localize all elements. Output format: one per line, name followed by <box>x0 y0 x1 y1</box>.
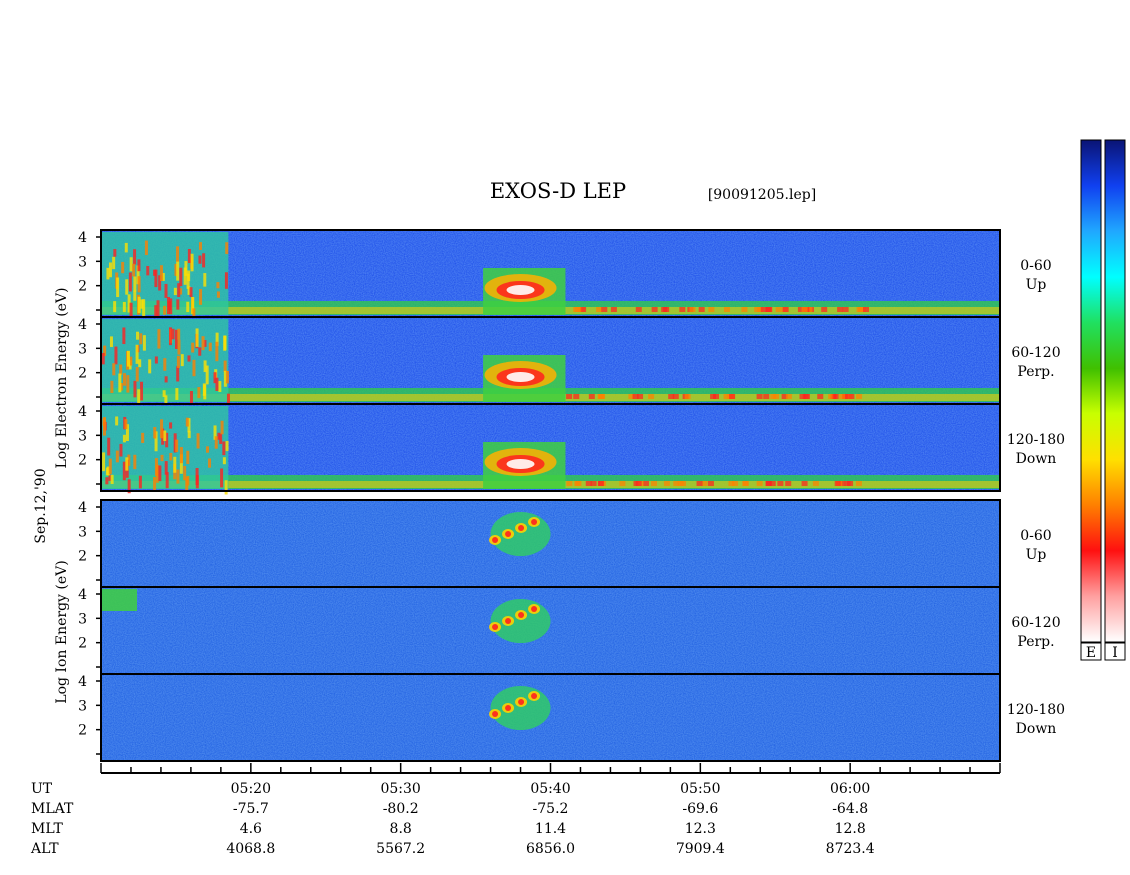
ytick-label: 4 <box>78 404 87 420</box>
orbit-value-mlat: -75.2 <box>533 801 569 817</box>
pitch-angle-label: 120-180 <box>1007 702 1065 718</box>
orbit-row-label: MLT <box>31 821 63 837</box>
ytick-label: 2 <box>78 453 87 469</box>
orbit-value-alt: 7909.4 <box>676 841 725 857</box>
orbit-value-ut: 05:30 <box>380 781 420 797</box>
orbit-row-label: ALT <box>30 841 59 857</box>
orbit-value-ut: 05:40 <box>530 781 570 797</box>
panel-3: 4 3 2 120-180 Down <box>78 403 1065 495</box>
orbit-value-ut: 06:00 <box>830 781 870 797</box>
ytick-label: 3 <box>78 524 87 540</box>
orbit-row-label: UT <box>31 781 53 797</box>
pitch-angle-label: 0-60 <box>1020 528 1051 544</box>
ytick-label: 3 <box>78 698 87 714</box>
ytick-label: 4 <box>78 317 87 333</box>
direction-label: Perp. <box>1017 364 1054 380</box>
ion-ylabel: Log Ion Energy (eV) <box>54 560 70 703</box>
pitch-angle-label: 0-60 <box>1020 258 1051 274</box>
panel-1: 4 3 2 0-60 Up <box>78 229 1052 326</box>
orbit-value-alt: 4068.8 <box>226 841 275 857</box>
date-label: Sep.12,'90 <box>33 468 49 543</box>
time-axis <box>100 763 1001 774</box>
panel-6: 4 3 2 120-180 Down <box>78 673 1065 762</box>
ytick-label: 3 <box>78 428 87 444</box>
ytick-label: 3 <box>78 254 87 270</box>
pitch-angle-label: 120-180 <box>1007 432 1065 448</box>
orbit-value-alt: 6856.0 <box>526 841 575 857</box>
file-label: [90091205.lep] <box>708 187 816 203</box>
panel-2: 4 3 2 60-120 Perp. <box>78 316 1061 414</box>
orbit-value-mlt: 4.6 <box>240 821 262 837</box>
orbit-value-ut: 05:50 <box>680 781 720 797</box>
ytick-label: 2 <box>78 723 87 739</box>
orbit-value-mlt: 12.8 <box>835 821 866 837</box>
ytick-label: 2 <box>78 549 87 565</box>
ytick-label: 2 <box>78 636 87 652</box>
direction-label: Down <box>1016 451 1057 467</box>
ytick-label: 4 <box>78 230 87 246</box>
ytick-label: 3 <box>78 611 87 627</box>
pitch-angle-label: 60-120 <box>1011 345 1060 361</box>
colorbar-label: E <box>1086 645 1096 661</box>
orbit-value-mlt: 12.3 <box>685 821 716 837</box>
panel-frame <box>100 403 1001 492</box>
ytick-label: 4 <box>78 587 87 603</box>
ytick-label: 2 <box>78 366 87 382</box>
pitch-angle-label: 60-120 <box>1011 615 1060 631</box>
panel-frame <box>100 673 1001 762</box>
panel-4: 4 3 2 0-60 Up <box>78 499 1052 588</box>
ytick-label: 4 <box>78 500 87 516</box>
direction-label: Up <box>1026 547 1047 563</box>
direction-label: Up <box>1026 277 1047 293</box>
panels-group: 4 3 2 0-60 Up 4 3 2 60-120 Perp. 4 3 2 120-180 Down 4 3 2… <box>78 229 1065 762</box>
ytick-label: 2 <box>78 279 87 295</box>
colorbar-I <box>1104 139 1126 643</box>
orbit-table: UT MLAT MLT ALT 05:20 -75.7 4.6 4068.8 05:30 -80.… <box>30 781 875 857</box>
orbit-value-mlat: -80.2 <box>383 801 419 817</box>
colorbar-E <box>1080 139 1102 643</box>
panel-5: 4 3 2 60-120 Perp. <box>78 586 1061 675</box>
ytick-label: 4 <box>78 674 87 690</box>
orbit-value-mlat: -69.6 <box>682 801 718 817</box>
colorbar-label: I <box>1112 645 1118 661</box>
colorbar-label-box <box>1080 642 1102 661</box>
orbit-value-mlat: -75.7 <box>233 801 269 817</box>
electron-ylabel: Log Electron Energy (eV) <box>54 287 70 468</box>
ytick-label: 3 <box>78 341 87 357</box>
orbit-value-mlt: 11.4 <box>535 821 566 837</box>
orbit-value-mlat: -64.8 <box>832 801 868 817</box>
direction-label: Perp. <box>1017 634 1054 650</box>
direction-label: Down <box>1016 721 1057 737</box>
orbit-value-alt: 5567.2 <box>376 841 425 857</box>
orbit-value-alt: 8723.4 <box>826 841 875 857</box>
chart-title: EXOS-D LEP <box>490 179 626 203</box>
colorbar-label-box <box>1104 642 1126 661</box>
orbit-value-ut: 05:20 <box>231 781 271 797</box>
orbit-row-label: MLAT <box>31 801 74 817</box>
orbit-value-mlt: 8.8 <box>390 821 412 837</box>
